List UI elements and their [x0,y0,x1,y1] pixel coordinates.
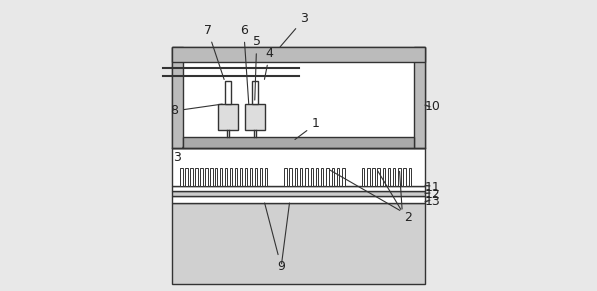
FancyBboxPatch shape [172,47,183,148]
FancyBboxPatch shape [215,168,217,186]
Text: 8: 8 [171,104,222,117]
FancyBboxPatch shape [172,148,425,186]
Text: 4: 4 [264,47,273,79]
FancyBboxPatch shape [305,168,307,186]
Text: 6: 6 [240,24,249,104]
Text: 10: 10 [424,100,441,113]
Text: 3: 3 [280,12,308,47]
FancyBboxPatch shape [398,168,401,186]
FancyBboxPatch shape [377,168,380,186]
FancyBboxPatch shape [337,168,339,186]
FancyBboxPatch shape [195,168,198,186]
FancyBboxPatch shape [408,168,411,186]
FancyBboxPatch shape [290,168,292,186]
FancyBboxPatch shape [172,203,425,284]
FancyBboxPatch shape [373,168,375,186]
FancyBboxPatch shape [362,168,364,186]
FancyBboxPatch shape [210,168,213,186]
FancyBboxPatch shape [240,168,242,186]
FancyBboxPatch shape [414,47,425,148]
Text: 11: 11 [424,181,441,194]
FancyBboxPatch shape [172,47,425,148]
FancyBboxPatch shape [367,168,370,186]
FancyBboxPatch shape [295,168,297,186]
FancyBboxPatch shape [342,168,344,186]
FancyBboxPatch shape [190,168,193,186]
FancyBboxPatch shape [218,104,238,130]
Text: 2: 2 [404,211,412,224]
FancyBboxPatch shape [284,168,287,186]
FancyBboxPatch shape [404,168,406,186]
FancyBboxPatch shape [252,81,258,104]
FancyBboxPatch shape [200,168,202,186]
FancyBboxPatch shape [220,168,223,186]
Text: 9: 9 [264,203,285,273]
FancyBboxPatch shape [388,168,390,186]
FancyBboxPatch shape [230,168,232,186]
FancyBboxPatch shape [185,168,187,186]
FancyBboxPatch shape [332,168,334,186]
FancyBboxPatch shape [172,191,425,196]
FancyBboxPatch shape [172,47,425,62]
FancyBboxPatch shape [183,136,414,148]
FancyBboxPatch shape [260,168,262,186]
FancyBboxPatch shape [172,196,425,203]
FancyBboxPatch shape [172,186,425,191]
FancyBboxPatch shape [327,168,329,186]
Text: 5: 5 [253,35,261,100]
Text: 3: 3 [174,147,183,164]
FancyBboxPatch shape [250,168,253,186]
FancyBboxPatch shape [235,168,238,186]
FancyBboxPatch shape [321,168,324,186]
FancyBboxPatch shape [255,168,257,186]
FancyBboxPatch shape [264,168,267,186]
FancyBboxPatch shape [316,168,318,186]
FancyBboxPatch shape [300,168,302,186]
FancyBboxPatch shape [310,168,313,186]
Text: 1: 1 [295,117,320,139]
FancyBboxPatch shape [205,168,208,186]
FancyBboxPatch shape [180,168,183,186]
FancyBboxPatch shape [383,168,385,186]
Text: 13: 13 [424,195,441,208]
FancyBboxPatch shape [393,168,395,186]
Text: 7: 7 [204,24,224,79]
Text: 12: 12 [424,188,441,201]
FancyBboxPatch shape [245,104,265,130]
FancyBboxPatch shape [225,81,232,104]
FancyBboxPatch shape [225,168,227,186]
FancyBboxPatch shape [245,168,247,186]
